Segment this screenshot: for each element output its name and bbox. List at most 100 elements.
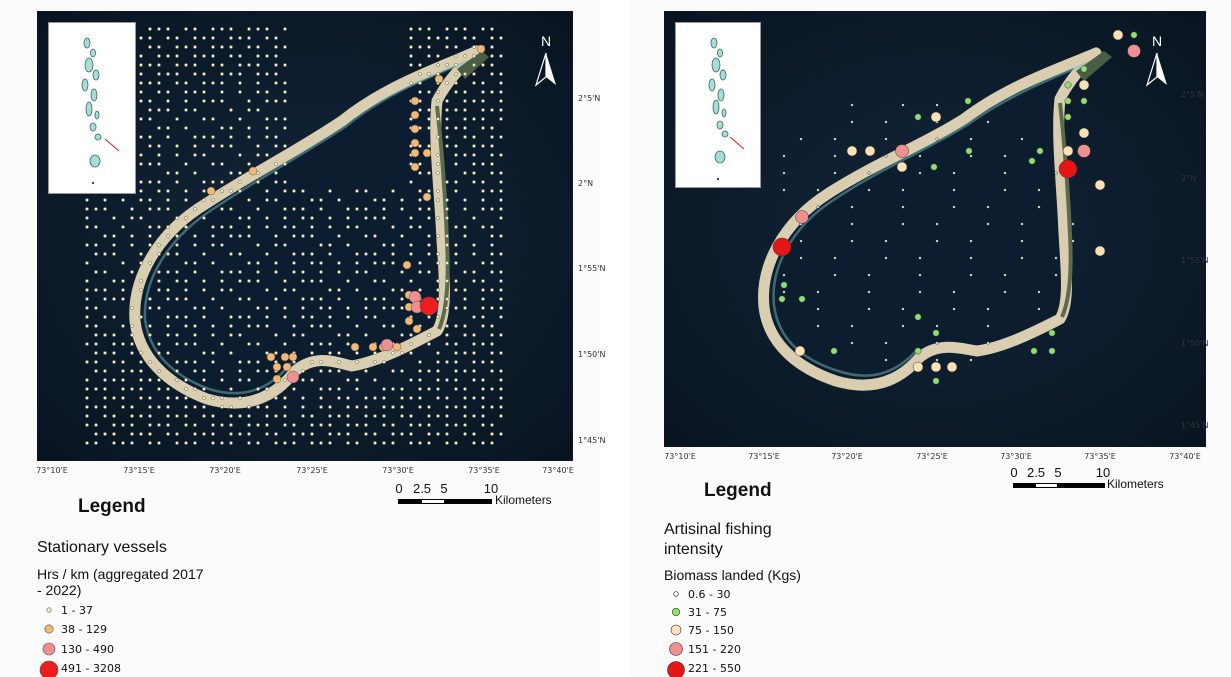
grid-dot	[229, 234, 233, 238]
intensity-dot	[1127, 44, 1141, 58]
grid-dot	[364, 297, 368, 301]
grid-dot	[292, 333, 296, 337]
intensity-dot	[1080, 97, 1088, 105]
grid-dot	[184, 423, 188, 427]
grid-dot	[184, 288, 188, 292]
grid-dot	[445, 45, 449, 49]
grid-dot	[184, 261, 188, 265]
grid-dot	[220, 306, 224, 310]
grid-dot	[427, 45, 431, 49]
grid-dot	[94, 333, 98, 337]
grid-dot	[193, 387, 197, 391]
grid-dot	[454, 360, 458, 364]
grid-dot	[901, 222, 905, 226]
grid-dot	[481, 144, 485, 148]
intensity-dot	[1048, 329, 1056, 337]
grid-dot	[409, 180, 413, 184]
grid-dot	[292, 324, 296, 328]
grid-dot	[364, 423, 368, 427]
grid-dot	[157, 405, 161, 409]
grid-dot	[283, 189, 287, 193]
grid-dot	[130, 216, 134, 220]
grid-dot	[409, 441, 413, 445]
grid-dot	[274, 333, 278, 337]
grid-dot	[202, 288, 206, 292]
grid-dot	[256, 90, 260, 94]
grid-dot	[166, 90, 170, 94]
grid-dot	[986, 341, 990, 345]
grid-dot	[850, 103, 854, 107]
grid-dot	[229, 432, 233, 436]
atoll-map-stationary[interactable]: N	[37, 11, 573, 461]
grid-dot	[472, 117, 476, 121]
grid-dot	[166, 315, 170, 319]
grid-dot	[301, 189, 305, 193]
grid-dot	[184, 378, 188, 382]
grid-dot	[901, 205, 905, 209]
grid-dot	[481, 324, 485, 328]
grid-dot	[247, 162, 251, 166]
intensity-dot	[248, 166, 258, 176]
grid-dot	[139, 351, 143, 355]
grid-dot	[400, 198, 404, 202]
grid-dot	[184, 297, 188, 301]
grid-dot	[319, 360, 323, 364]
grid-dot	[211, 360, 215, 364]
grid-dot	[418, 261, 422, 265]
grid-dot	[418, 72, 422, 76]
grid-dot	[472, 153, 476, 157]
grid-dot	[112, 333, 116, 337]
grid-dot	[229, 387, 233, 391]
grid-dot	[166, 135, 170, 139]
grid-dot	[175, 144, 179, 148]
grid-dot	[463, 351, 467, 355]
grid-dot	[373, 279, 377, 283]
atoll-map-artisanal[interactable]: N	[664, 11, 1206, 447]
grid-dot	[481, 423, 485, 427]
grid-dot	[319, 243, 323, 247]
grid-dot	[391, 423, 395, 427]
grid-dot	[884, 341, 888, 345]
grid-dot	[112, 414, 116, 418]
grid-dot	[265, 72, 269, 76]
grid-dot	[112, 252, 116, 256]
intensity-dot	[912, 361, 924, 373]
grid-dot	[184, 45, 188, 49]
grid-dot	[436, 279, 440, 283]
grid-dot	[202, 351, 206, 355]
grid-dot	[220, 99, 224, 103]
grid-dot	[247, 99, 251, 103]
grid-dot	[139, 162, 143, 166]
grid-dot	[130, 351, 134, 355]
intensity-dot	[930, 111, 942, 123]
grid-dot	[816, 307, 820, 311]
grid-dot	[409, 216, 413, 220]
grid-dot	[283, 441, 287, 445]
grid-dot	[202, 252, 206, 256]
grid-dot	[166, 252, 170, 256]
grid-dot	[445, 243, 449, 247]
grid-dot	[850, 205, 854, 209]
legend-item: 75 - 150	[666, 621, 734, 639]
grid-dot	[418, 108, 422, 112]
intensity-dot	[930, 163, 938, 171]
grid-dot	[283, 306, 287, 310]
grid-dot	[490, 261, 494, 265]
grid-dot	[427, 405, 431, 409]
grid-dot	[148, 243, 152, 247]
grid-dot	[472, 360, 476, 364]
grid-dot	[175, 72, 179, 76]
grid-dot	[1037, 188, 1041, 192]
intensity-dot	[964, 97, 972, 105]
grid-dot	[490, 243, 494, 247]
grid-dot	[328, 288, 332, 292]
grid-dot	[247, 234, 251, 238]
intensity-dot	[1028, 157, 1036, 165]
grid-dot	[319, 279, 323, 283]
grid-dot	[427, 369, 431, 373]
intensity-dot	[476, 44, 486, 54]
grid-dot	[319, 324, 323, 328]
grid-dot	[148, 225, 152, 229]
grid-dot	[445, 135, 449, 139]
grid-dot	[463, 369, 467, 373]
